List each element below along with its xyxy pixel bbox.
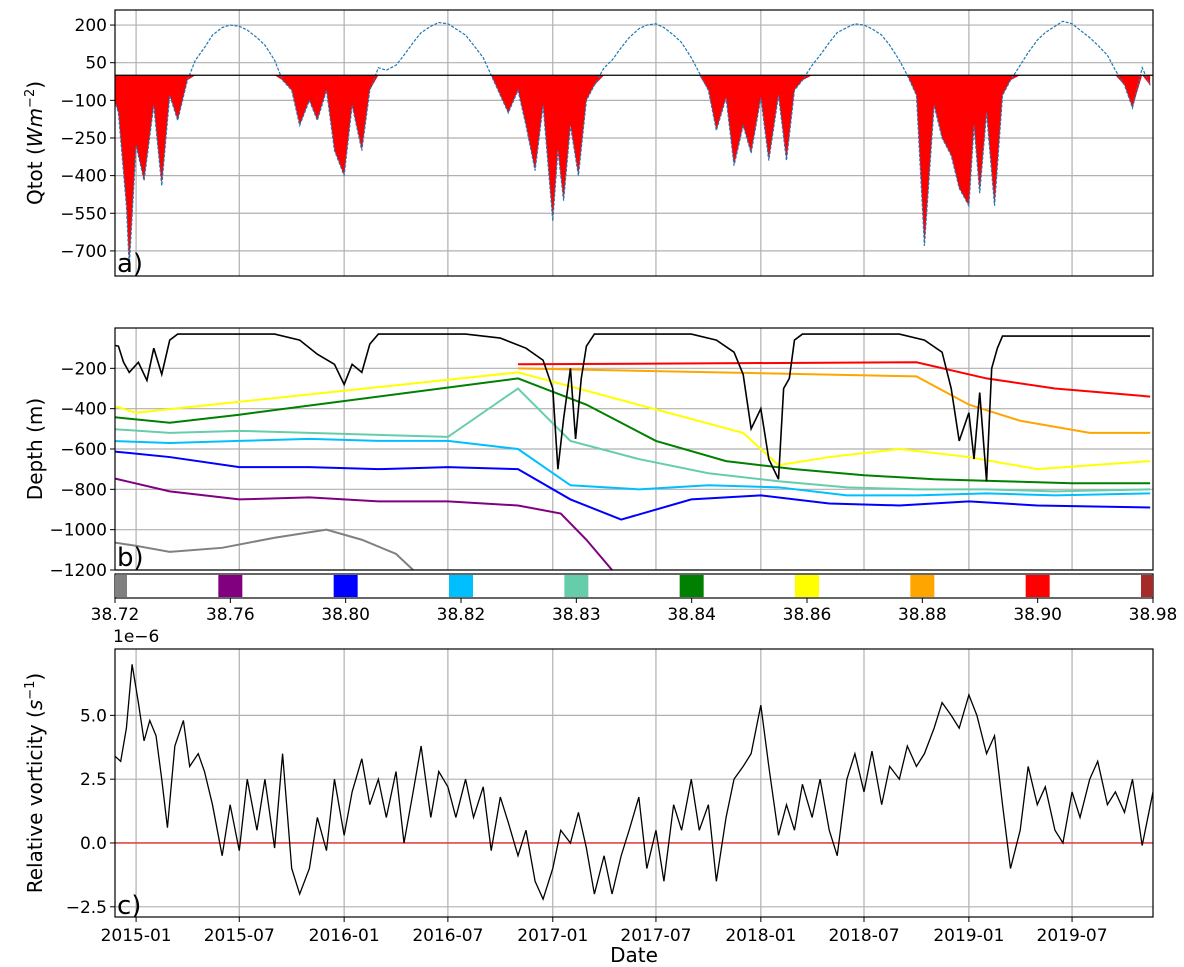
panel-c-ylabel: Relative vorticity (s−1) — [23, 673, 47, 894]
colorbar-tick-label: 38.90 — [1013, 605, 1062, 625]
panel-a-qtot-line — [115, 20, 1151, 266]
panel-b-ytick-label: −800 — [60, 480, 107, 500]
colorbar-swatch-0 — [115, 575, 127, 597]
panel-c-ytick-label: 0.0 — [80, 834, 107, 854]
panel-c-grid — [115, 649, 1153, 917]
panel-b-isopycnal-8 — [517, 361, 1151, 398]
panel-c-xlabel: Date — [610, 943, 658, 967]
colorbar-tick-label: 38.72 — [91, 605, 140, 625]
panel-c-plot — [115, 664, 1153, 901]
panel-b-ylabel: Depth (m) — [23, 398, 47, 500]
panel-c-xtick-label: 2016-01 — [309, 926, 380, 946]
panel-c-offset-text: 1e−6 — [113, 627, 159, 647]
colorbar-tick-label: 38.76 — [206, 605, 255, 625]
colorbar-swatch-7 — [910, 575, 935, 597]
panel-c-label: c) — [117, 891, 141, 921]
colorbar-swatch-8 — [1025, 575, 1050, 597]
panel-a-frame — [114, 9, 1154, 277]
panel-b-isopycnal-0 — [115, 528, 414, 570]
panel-c-xtick-label: 2016-07 — [412, 926, 483, 946]
colorbar-swatch-1 — [218, 575, 243, 597]
panel-a: 200 50 −100 −250 −400 −550 −700 a) Qtot (Wm−2) — [23, 9, 1154, 279]
panel-b: −200−400−600−800−1000−1200 b) Depth (m) … — [23, 327, 1178, 625]
panel-c-ytick-label: −2.5 — [66, 898, 107, 918]
panel-a-ytick-label: −700 — [60, 242, 107, 262]
colorbar-tick-label: 38.88 — [898, 605, 947, 625]
colorbar-swatch-6 — [795, 575, 819, 597]
panel-a-ytick-label: −250 — [60, 129, 107, 149]
panel-c-vorticity-line — [115, 664, 1153, 901]
panel-c-xtick-label: 2015-01 — [101, 926, 172, 946]
panel-c-xtick-label: 2015-07 — [204, 926, 275, 946]
panel-b-isopycnal-4 — [115, 387, 1151, 493]
panel-a-ytick-label: −400 — [60, 167, 107, 187]
panel-c-ytick-label: 2.5 — [80, 770, 107, 790]
panel-b-isopycnal-2 — [115, 450, 1151, 521]
panel-b-yticks: −200 −400 −600 −800 −1000 −1200 — [49, 359, 115, 581]
panel-c-xtick-label: 2018-01 — [725, 926, 796, 946]
colorbar-tick-label: 38.84 — [667, 605, 716, 625]
panel-c-xtick-label: 2018-07 — [828, 926, 899, 946]
panel-b-isopycnal-6 — [115, 371, 1151, 471]
panel-b-ytick-label: −600 — [60, 440, 107, 460]
colorbar-tick-label: 38.82 — [437, 605, 486, 625]
panel-b-mld-line — [115, 333, 1151, 482]
panel-b-ytick-label: −1000 — [49, 521, 107, 541]
panel-a-ylabel: Qtot (Wm−2) — [23, 81, 47, 205]
panel-b-ytick-label: −1200 — [49, 561, 107, 581]
colorbar-tick-label: 38.83 — [552, 605, 601, 625]
panel-c-xtick-label: 2019-01 — [933, 926, 1004, 946]
colorbar-tick-label: 38.80 — [321, 605, 370, 625]
panel-a-ytick-label: 200 — [75, 16, 107, 36]
panel-c-frame — [114, 648, 1154, 918]
colorbar-swatch-5 — [679, 575, 704, 597]
panel-a-ytick-label: −100 — [60, 91, 107, 111]
panel-c-xticks: 2015-01 2015-07 2016-01 2016-07 2017-01 2017-… — [101, 917, 1108, 946]
panel-b-isopycnal-3 — [115, 437, 1151, 497]
colorbar-tick-label: 38.86 — [783, 605, 832, 625]
panel-b-isopycnal-5 — [115, 377, 1151, 485]
panel-c-ytick-label: 5.0 — [80, 706, 107, 726]
panel-b-plot — [115, 333, 1151, 570]
panel-b-ytick-label: −400 — [60, 400, 107, 420]
colorbar-tick-label: 38.98 — [1129, 605, 1178, 625]
panel-b-label: b) — [117, 543, 144, 573]
panel-a-label: a) — [117, 249, 143, 279]
colorbar-swatch-3 — [449, 575, 473, 597]
panel-b-isopycnal-1 — [115, 477, 613, 570]
panel-b-isopycnal-7 — [517, 367, 1151, 434]
panel-c: 5.0 2.5 0.0 −2.5 2015-01 2015-07 2016-01 2016-… — [23, 627, 1154, 967]
colorbar-swatch-4 — [564, 575, 589, 597]
panel-a-ytick-label: −550 — [60, 204, 107, 224]
panel-c-xtick-label: 2017-07 — [620, 926, 691, 946]
panel-c-xtick-label: 2019-07 — [1037, 926, 1108, 946]
panel-a-yticks: 200 50 −100 −250 −400 −550 −700 — [60, 16, 115, 262]
colorbar: 38.72 38.76 38.80 38.82 38.83 38.84 38.86 38.88… — [91, 573, 1178, 625]
colorbar-frame — [114, 573, 1154, 599]
colorbar-swatch-9 — [1141, 575, 1153, 597]
panel-c-yticks: 5.0 2.5 0.0 −2.5 — [66, 706, 115, 918]
panel-a-ytick-label: 50 — [85, 54, 107, 74]
panel-a-plot — [115, 20, 1153, 266]
panel-a-heat-loss-fill — [115, 75, 1151, 266]
panel-b-ytick-label: −200 — [60, 359, 107, 379]
panel-c-xtick-label: 2017-01 — [517, 926, 588, 946]
colorbar-swatch-2 — [333, 575, 358, 597]
